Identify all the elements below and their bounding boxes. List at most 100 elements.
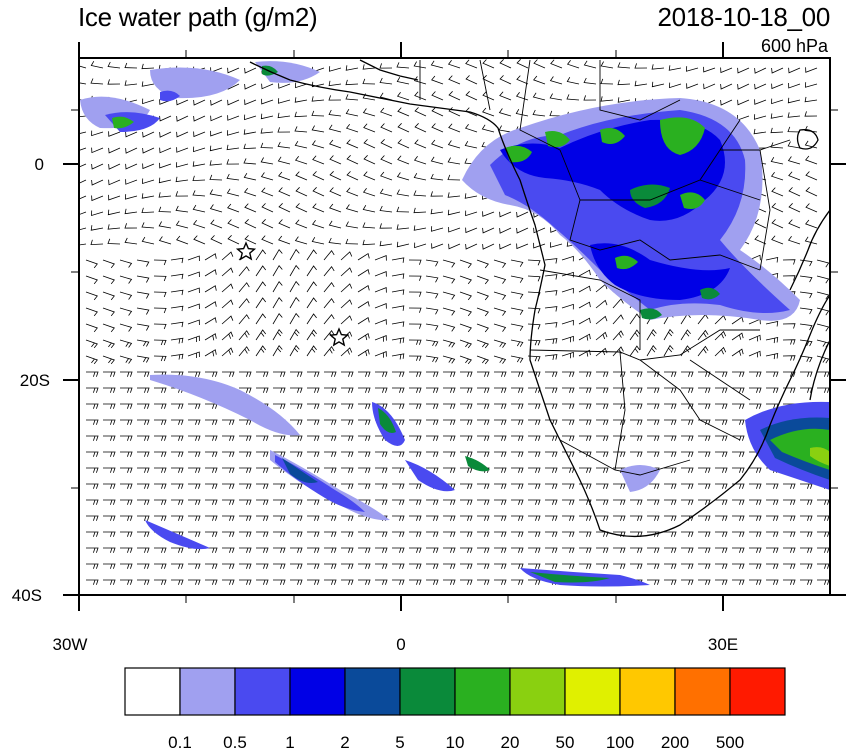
wind-barb (222, 515, 235, 521)
wind-barb (737, 99, 750, 106)
wind-barb (91, 130, 104, 137)
wind-barb (79, 65, 87, 69)
wind-barb (307, 467, 320, 473)
wind-barb (86, 579, 99, 585)
wind-barb (226, 173, 240, 181)
wind-barb (681, 419, 694, 425)
wind-barb (787, 112, 801, 118)
wind-barb (261, 219, 274, 229)
wind-barb (668, 65, 682, 71)
wind-barb (227, 99, 240, 106)
wind-barb (612, 314, 624, 325)
wind-barb (613, 419, 626, 425)
wind-barb (799, 323, 813, 331)
wind-barb (295, 203, 308, 213)
wind-barb (447, 192, 461, 198)
wind-barb (596, 547, 609, 553)
wind-barb (816, 307, 830, 316)
wind-barb (600, 78, 614, 85)
wind-barb (698, 419, 711, 425)
wind-barb (516, 227, 529, 234)
wind-barb (209, 189, 223, 197)
wind-barb (799, 291, 813, 299)
wind-barb (753, 128, 767, 135)
wind-barb (154, 467, 167, 473)
wind-barb (244, 235, 257, 245)
wind-barb (205, 403, 218, 409)
country-borders (419, 59, 791, 476)
wind-barb (345, 108, 359, 117)
y-tick-40s: 40S (12, 586, 42, 605)
wind-barb (91, 179, 104, 186)
wind-barb (629, 313, 641, 325)
wind-barb (204, 349, 217, 357)
wind-barb (142, 98, 155, 105)
wind-barb (273, 563, 286, 569)
wind-barb (634, 63, 648, 69)
wind-barb (103, 547, 116, 553)
wind-barb (90, 78, 104, 85)
wind-barb (482, 59, 495, 69)
wind-barb (511, 483, 524, 489)
wind-barb (426, 579, 439, 585)
wind-barb (647, 435, 660, 441)
wind-barb (595, 347, 608, 357)
wind-barb (545, 515, 558, 521)
wind-barb (562, 435, 575, 441)
wind-barb (137, 371, 150, 377)
wind-barb (120, 419, 133, 425)
wind-barb (210, 219, 223, 229)
wind-barb (239, 579, 252, 585)
wind-barb (494, 483, 507, 489)
wind-barb (754, 83, 767, 90)
wind-barb (392, 563, 405, 569)
wind-barb (720, 67, 733, 74)
wind-barb (499, 243, 512, 250)
wind-barb (311, 236, 325, 245)
wind-barb (817, 547, 830, 553)
wind-barb (783, 499, 796, 505)
wind-barb (86, 467, 99, 473)
wind-barb (448, 123, 461, 133)
wind-barb (647, 451, 660, 457)
wind-barb (460, 531, 473, 537)
wind-barb (698, 467, 711, 473)
wind-barb (324, 371, 337, 377)
wind-barb (79, 195, 87, 200)
wind-barb (188, 515, 201, 521)
wind-barb (102, 307, 115, 317)
wind-barb (787, 156, 801, 165)
wind-barb (528, 531, 541, 537)
wind-barb (311, 96, 325, 102)
wind-barb (295, 171, 308, 181)
wind-barb (651, 64, 665, 70)
wind-barb (516, 211, 529, 218)
wind-barb (137, 563, 150, 569)
wind-barb (154, 563, 167, 569)
wind-barb (476, 355, 489, 365)
wind-barb (681, 451, 694, 457)
wind-barb (170, 273, 184, 280)
wind-barb (272, 313, 283, 325)
x-tick-30e: 30E (708, 635, 738, 654)
wind-barb (664, 499, 677, 505)
wind-barb (448, 107, 461, 117)
wind-barb (142, 147, 155, 154)
wind-barb (533, 227, 546, 234)
wind-barb (226, 130, 240, 136)
wind-barb (613, 547, 626, 553)
wind-barb (443, 579, 456, 585)
wind-barb (312, 155, 325, 165)
wind-barb (477, 563, 490, 569)
wind-barb (171, 547, 184, 553)
wind-barb (341, 547, 354, 553)
wind-barb (528, 547, 541, 553)
wind-barb (103, 403, 116, 409)
wind-barb (646, 345, 657, 357)
wind-barb (498, 125, 512, 133)
wind-barb (340, 251, 353, 261)
colorbar-swatch (289, 667, 346, 716)
wind-barb (425, 291, 439, 299)
wind-barb (306, 281, 317, 293)
wind-barb (295, 82, 308, 89)
